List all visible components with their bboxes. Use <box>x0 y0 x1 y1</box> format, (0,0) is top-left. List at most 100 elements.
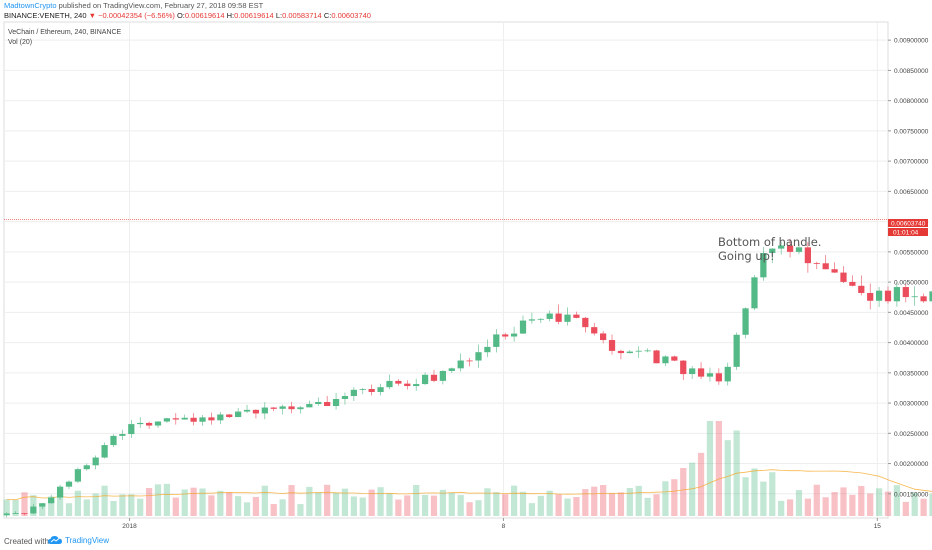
candle-body <box>377 387 384 392</box>
candle-body <box>778 245 785 249</box>
volume-bar <box>769 472 776 516</box>
open-label: O: <box>176 11 185 20</box>
volume-bar <box>591 486 598 516</box>
candle-body <box>849 281 856 286</box>
volume-bar <box>395 499 402 516</box>
candle-body <box>840 272 847 282</box>
volume-bar <box>439 489 446 516</box>
candle-body <box>190 417 197 422</box>
footer: Created with TradingView <box>0 532 932 550</box>
candle-body <box>119 434 126 436</box>
high-label: H: <box>226 11 235 20</box>
candle-body <box>288 406 295 410</box>
y-tick-label: 0.00350000 <box>894 370 929 377</box>
publish-info: MadtownCrypto published on TradingView.c… <box>4 1 263 11</box>
volume-bar <box>751 468 758 516</box>
volume-bar <box>306 486 313 516</box>
volume-bar <box>359 497 366 516</box>
volume-bar <box>270 504 277 516</box>
y-tick-label: 0.00300000 <box>894 401 929 408</box>
last-price-value: 0.00603740 <box>891 221 926 228</box>
candle-body <box>600 333 607 341</box>
candle-body <box>30 506 37 514</box>
volume-bar <box>56 488 64 516</box>
candle-body <box>591 327 598 334</box>
candle-body <box>332 399 340 407</box>
volume-bar <box>626 487 633 516</box>
volume-legend: Vol (20) <box>8 39 32 46</box>
volume-bar <box>377 487 384 516</box>
candle-body <box>368 388 375 392</box>
y-tick-label: 0.00250000 <box>894 431 929 438</box>
volume-bar <box>786 499 794 516</box>
volume-bar <box>519 491 527 516</box>
volume-bar <box>243 502 251 516</box>
candle-body <box>475 352 482 361</box>
volume-bar <box>368 489 375 516</box>
volume-bar <box>172 497 179 516</box>
candle-body <box>324 401 331 407</box>
candle-body <box>537 318 544 320</box>
candle-body <box>65 481 73 487</box>
volume-bar <box>110 500 117 516</box>
chart-header: MadtownCrypto published on TradingView.c… <box>0 0 932 22</box>
volume-bar <box>39 503 46 516</box>
candle-body <box>243 409 251 412</box>
volume-bar <box>911 492 918 516</box>
volume-bar <box>128 494 135 516</box>
tradingview-link[interactable]: TradingView <box>48 535 109 545</box>
chart-legend-title: VeChain / Ethereum, 240, BINANCE <box>8 29 122 36</box>
candle-body <box>484 346 491 353</box>
volume-bar <box>315 492 322 516</box>
tradingview-brand: TradingView <box>65 535 110 545</box>
volume-bar <box>840 487 847 516</box>
time-axis[interactable]: 20188152226Feb5121923Mar512 <box>122 518 932 530</box>
volume-bar <box>564 498 571 516</box>
y-tick-label: 0.00450000 <box>894 310 929 317</box>
ohlc-line: BINANCE:VENETH, 240 ▼ −0.00042354 (−6.56… <box>4 11 371 21</box>
volume-bar <box>849 494 856 516</box>
volume-bar <box>421 494 429 516</box>
candle-body <box>804 247 811 264</box>
tradingview-cloud-icon <box>48 536 62 544</box>
candle-body <box>733 334 740 367</box>
created-with-label: Created with <box>4 537 49 546</box>
x-tick-label: 2018 <box>122 523 137 530</box>
volume-bar <box>608 493 616 516</box>
y-tick-label: 0.00800000 <box>894 98 929 105</box>
volume-bar <box>617 492 625 516</box>
volume-bar <box>145 488 153 516</box>
candle-body <box>875 290 883 301</box>
candle-body <box>154 421 162 426</box>
plot-area[interactable] <box>3 21 889 519</box>
volume-bar <box>884 491 892 516</box>
candle-body <box>21 513 28 514</box>
candle-body <box>769 248 776 254</box>
volume-bar <box>724 440 731 516</box>
low-value: 0.00583714 <box>282 11 322 20</box>
volume-bar <box>715 421 722 516</box>
author-link[interactable]: MadtownCrypto <box>4 1 57 10</box>
price-axis[interactable]: 0.00900000 0.00850000 0.00800000 0.00750000… <box>888 38 929 499</box>
volume-bar <box>3 499 10 516</box>
volume-bar <box>190 487 197 516</box>
candle-body <box>350 389 357 397</box>
candle-body <box>208 417 215 421</box>
volume-bar <box>208 495 215 516</box>
volume-bar <box>600 485 607 516</box>
volume-bar <box>867 493 874 516</box>
candle-body <box>902 287 909 298</box>
candle-body <box>510 333 518 337</box>
candle-body <box>163 418 171 422</box>
candle-body <box>101 445 108 458</box>
candle-body <box>644 350 651 352</box>
candle-body <box>831 269 838 273</box>
y-tick-label: 0.00550000 <box>894 249 929 256</box>
candle-body <box>893 287 901 302</box>
volume-ma-line <box>6 469 932 501</box>
y-tick-label: 0.00400000 <box>894 340 929 347</box>
candle-body <box>519 320 527 334</box>
candle-body <box>742 308 749 335</box>
volume-bar <box>430 495 438 516</box>
